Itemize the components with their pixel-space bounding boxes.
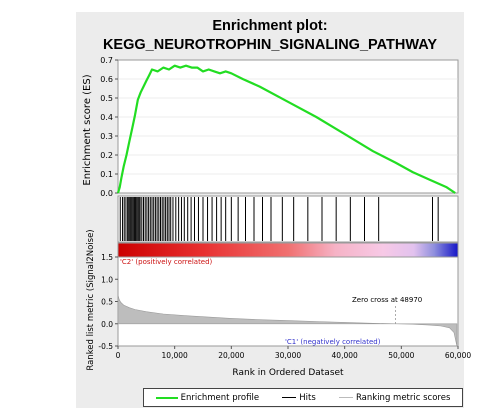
legend-swatch-enrichment-profile <box>155 396 178 399</box>
metric-y-label: Ranked list metric (Signal2Noise) <box>86 229 96 370</box>
metric-y-tick-label: 1.5 <box>101 253 113 262</box>
x-tick-label: 60,000 <box>445 351 471 360</box>
metric-y-tick-label: 0.5 <box>101 298 113 307</box>
es-y-tick-label: 0.7 <box>100 56 113 65</box>
legend-label-hits: Hits <box>299 392 316 403</box>
es-y-label: Enrichment score (ES) <box>82 74 93 185</box>
es-y-tick-label: 0.4 <box>100 113 113 122</box>
es-y-tick-label: 0.3 <box>100 132 113 141</box>
legend-label-ranking-metric: Ranking metric scores <box>355 392 451 403</box>
legend-item-ranking-metric: Ranking metric scores <box>338 392 451 403</box>
x-tick-label: 40,000 <box>332 351 358 360</box>
es-y-tick-label: 0.6 <box>100 75 113 84</box>
legend-swatch-hits <box>282 397 297 398</box>
x-axis-label: Rank in Ordered Dataset <box>232 368 344 378</box>
negative-correlated-label: 'C1' (negatively correlated) <box>285 338 381 346</box>
es-panel <box>117 59 459 194</box>
hits-panel <box>117 195 459 243</box>
es-y-tick-label: 0.1 <box>100 170 113 179</box>
x-tick-label: 0 <box>116 351 121 360</box>
chart-legend: Enrichment profile Hits Ranking metric s… <box>143 388 463 407</box>
legend-label-enrichment-profile: Enrichment profile <box>180 392 260 403</box>
es-y-tick-label: 0.5 <box>100 94 113 103</box>
legend-item-enrichment-profile: Enrichment profile <box>155 392 260 403</box>
enrichment-profile-line <box>116 64 456 194</box>
x-tick-label: 30,000 <box>275 351 301 360</box>
zero-cross-label: Zero cross at 48970 <box>352 296 422 304</box>
positive-correlated-label: 'C2' (positively correlated) <box>120 258 213 266</box>
chart-title: Enrichment plot: <box>212 18 328 34</box>
x-tick-label: 10,000 <box>162 351 188 360</box>
metric-y-tick-label: 0.0 <box>101 320 113 329</box>
x-tick-label: 20,000 <box>218 351 244 360</box>
es-y-tick-label: 0.0 <box>100 189 113 198</box>
rank-gradient-bar <box>117 242 459 258</box>
es-y-tick-label: 0.2 <box>100 151 113 160</box>
ranking-metric-area <box>117 294 458 347</box>
chart-subtitle: KEGG_NEUROTROPHIN_SIGNALING_PATHWAY <box>102 37 438 53</box>
legend-swatch-ranking-metric <box>338 397 353 398</box>
metric-y-tick-label: -0.5 <box>98 342 113 351</box>
metric-y-tick-label: 1.0 <box>101 275 113 284</box>
x-tick-label: 50,000 <box>388 351 414 360</box>
legend-item-hits: Hits <box>282 393 316 403</box>
